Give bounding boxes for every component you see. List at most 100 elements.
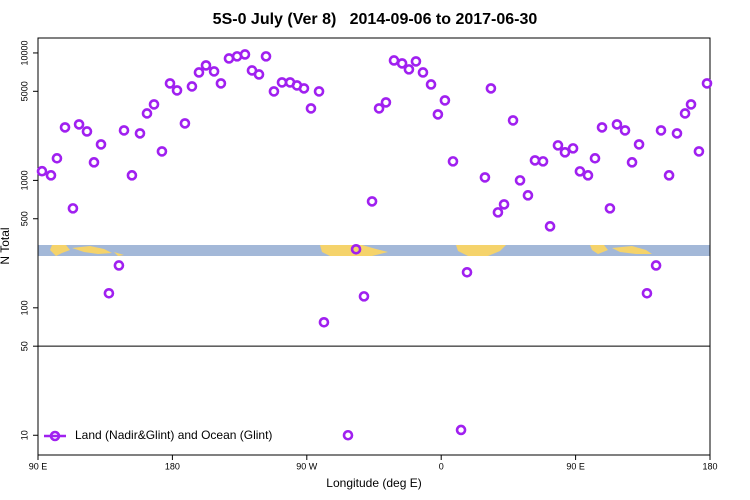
point	[552, 140, 564, 151]
chart-title: 5S-0 July (Ver 8) 2014-09-06 to 2017-06-…	[213, 11, 538, 28]
x-axis-label: Longitude (deg E)	[326, 476, 421, 490]
point	[208, 66, 220, 77]
y-tick-label: 500	[19, 211, 29, 226]
legend-marker	[49, 430, 61, 442]
plot-frame	[37, 37, 711, 456]
point	[141, 108, 153, 119]
x-tick-label: 0	[439, 461, 444, 471]
point	[126, 170, 138, 181]
point	[51, 153, 63, 164]
point	[45, 170, 57, 181]
point	[366, 196, 378, 207]
point	[633, 139, 645, 150]
point	[693, 146, 705, 157]
point	[432, 109, 444, 120]
point	[655, 125, 667, 136]
point	[380, 97, 392, 108]
point	[95, 139, 107, 150]
point	[425, 79, 437, 90]
point	[544, 221, 556, 232]
x-tick-label: 90 E	[29, 461, 48, 471]
point	[596, 122, 608, 133]
point	[455, 424, 467, 436]
point	[582, 170, 594, 181]
point	[514, 175, 526, 186]
point	[479, 172, 491, 183]
point	[59, 122, 71, 133]
point	[701, 78, 713, 89]
point	[268, 86, 280, 97]
y-tick-label: 10000	[19, 40, 29, 65]
legend-label: Land (Nadir&Glint) and Ocean (Glint)	[75, 428, 272, 442]
point	[396, 58, 408, 69]
point	[611, 119, 623, 130]
point	[537, 156, 549, 167]
point	[298, 83, 310, 94]
map-strip	[38, 245, 710, 256]
point	[671, 128, 683, 139]
point	[313, 86, 325, 97]
point	[156, 146, 168, 157]
point	[447, 156, 459, 167]
point	[253, 69, 265, 80]
point	[410, 56, 422, 67]
point	[373, 103, 385, 114]
point	[574, 166, 586, 177]
point	[73, 119, 85, 130]
point	[215, 78, 227, 89]
point	[88, 157, 100, 168]
x-tick-label: 180	[702, 461, 717, 471]
point	[461, 266, 473, 278]
x-tick-label: 90 E	[566, 461, 585, 471]
point	[67, 203, 79, 214]
point	[260, 51, 272, 62]
y-tick-label: 5000	[19, 81, 29, 101]
land-shape	[320, 245, 388, 256]
land-shape	[456, 245, 506, 256]
point	[358, 291, 370, 302]
point	[134, 128, 146, 139]
point	[529, 155, 541, 166]
point	[193, 67, 205, 78]
point	[507, 115, 519, 126]
y-tick-label: 10	[19, 430, 29, 440]
point	[179, 118, 191, 129]
point	[350, 243, 362, 255]
point	[318, 316, 330, 328]
point	[567, 143, 579, 154]
point	[403, 64, 415, 75]
y-tick-label: 1000	[19, 170, 29, 190]
point	[619, 125, 631, 136]
point	[305, 103, 317, 114]
land-shape	[50, 245, 124, 256]
point	[148, 99, 160, 110]
y-axis-label: N Total	[0, 227, 12, 264]
point	[342, 429, 354, 441]
point	[679, 108, 691, 119]
point	[439, 95, 451, 106]
y-tick-label: 50	[19, 341, 29, 351]
point	[81, 126, 93, 137]
point	[186, 81, 198, 92]
point	[498, 199, 510, 210]
point	[522, 190, 534, 201]
point	[559, 147, 571, 158]
y-tick-label: 100	[19, 300, 29, 315]
point	[626, 157, 638, 168]
x-tick-label: 180	[165, 461, 180, 471]
point	[113, 260, 125, 271]
point	[200, 60, 212, 71]
point	[103, 288, 115, 299]
point	[118, 125, 130, 136]
land-shape	[590, 245, 652, 254]
x-tick-label: 90 W	[296, 461, 318, 471]
point	[604, 203, 616, 214]
point	[492, 207, 504, 218]
point	[239, 49, 251, 60]
point	[685, 99, 697, 110]
point	[589, 153, 601, 164]
point	[641, 288, 653, 299]
point	[36, 165, 48, 177]
point	[164, 78, 176, 89]
